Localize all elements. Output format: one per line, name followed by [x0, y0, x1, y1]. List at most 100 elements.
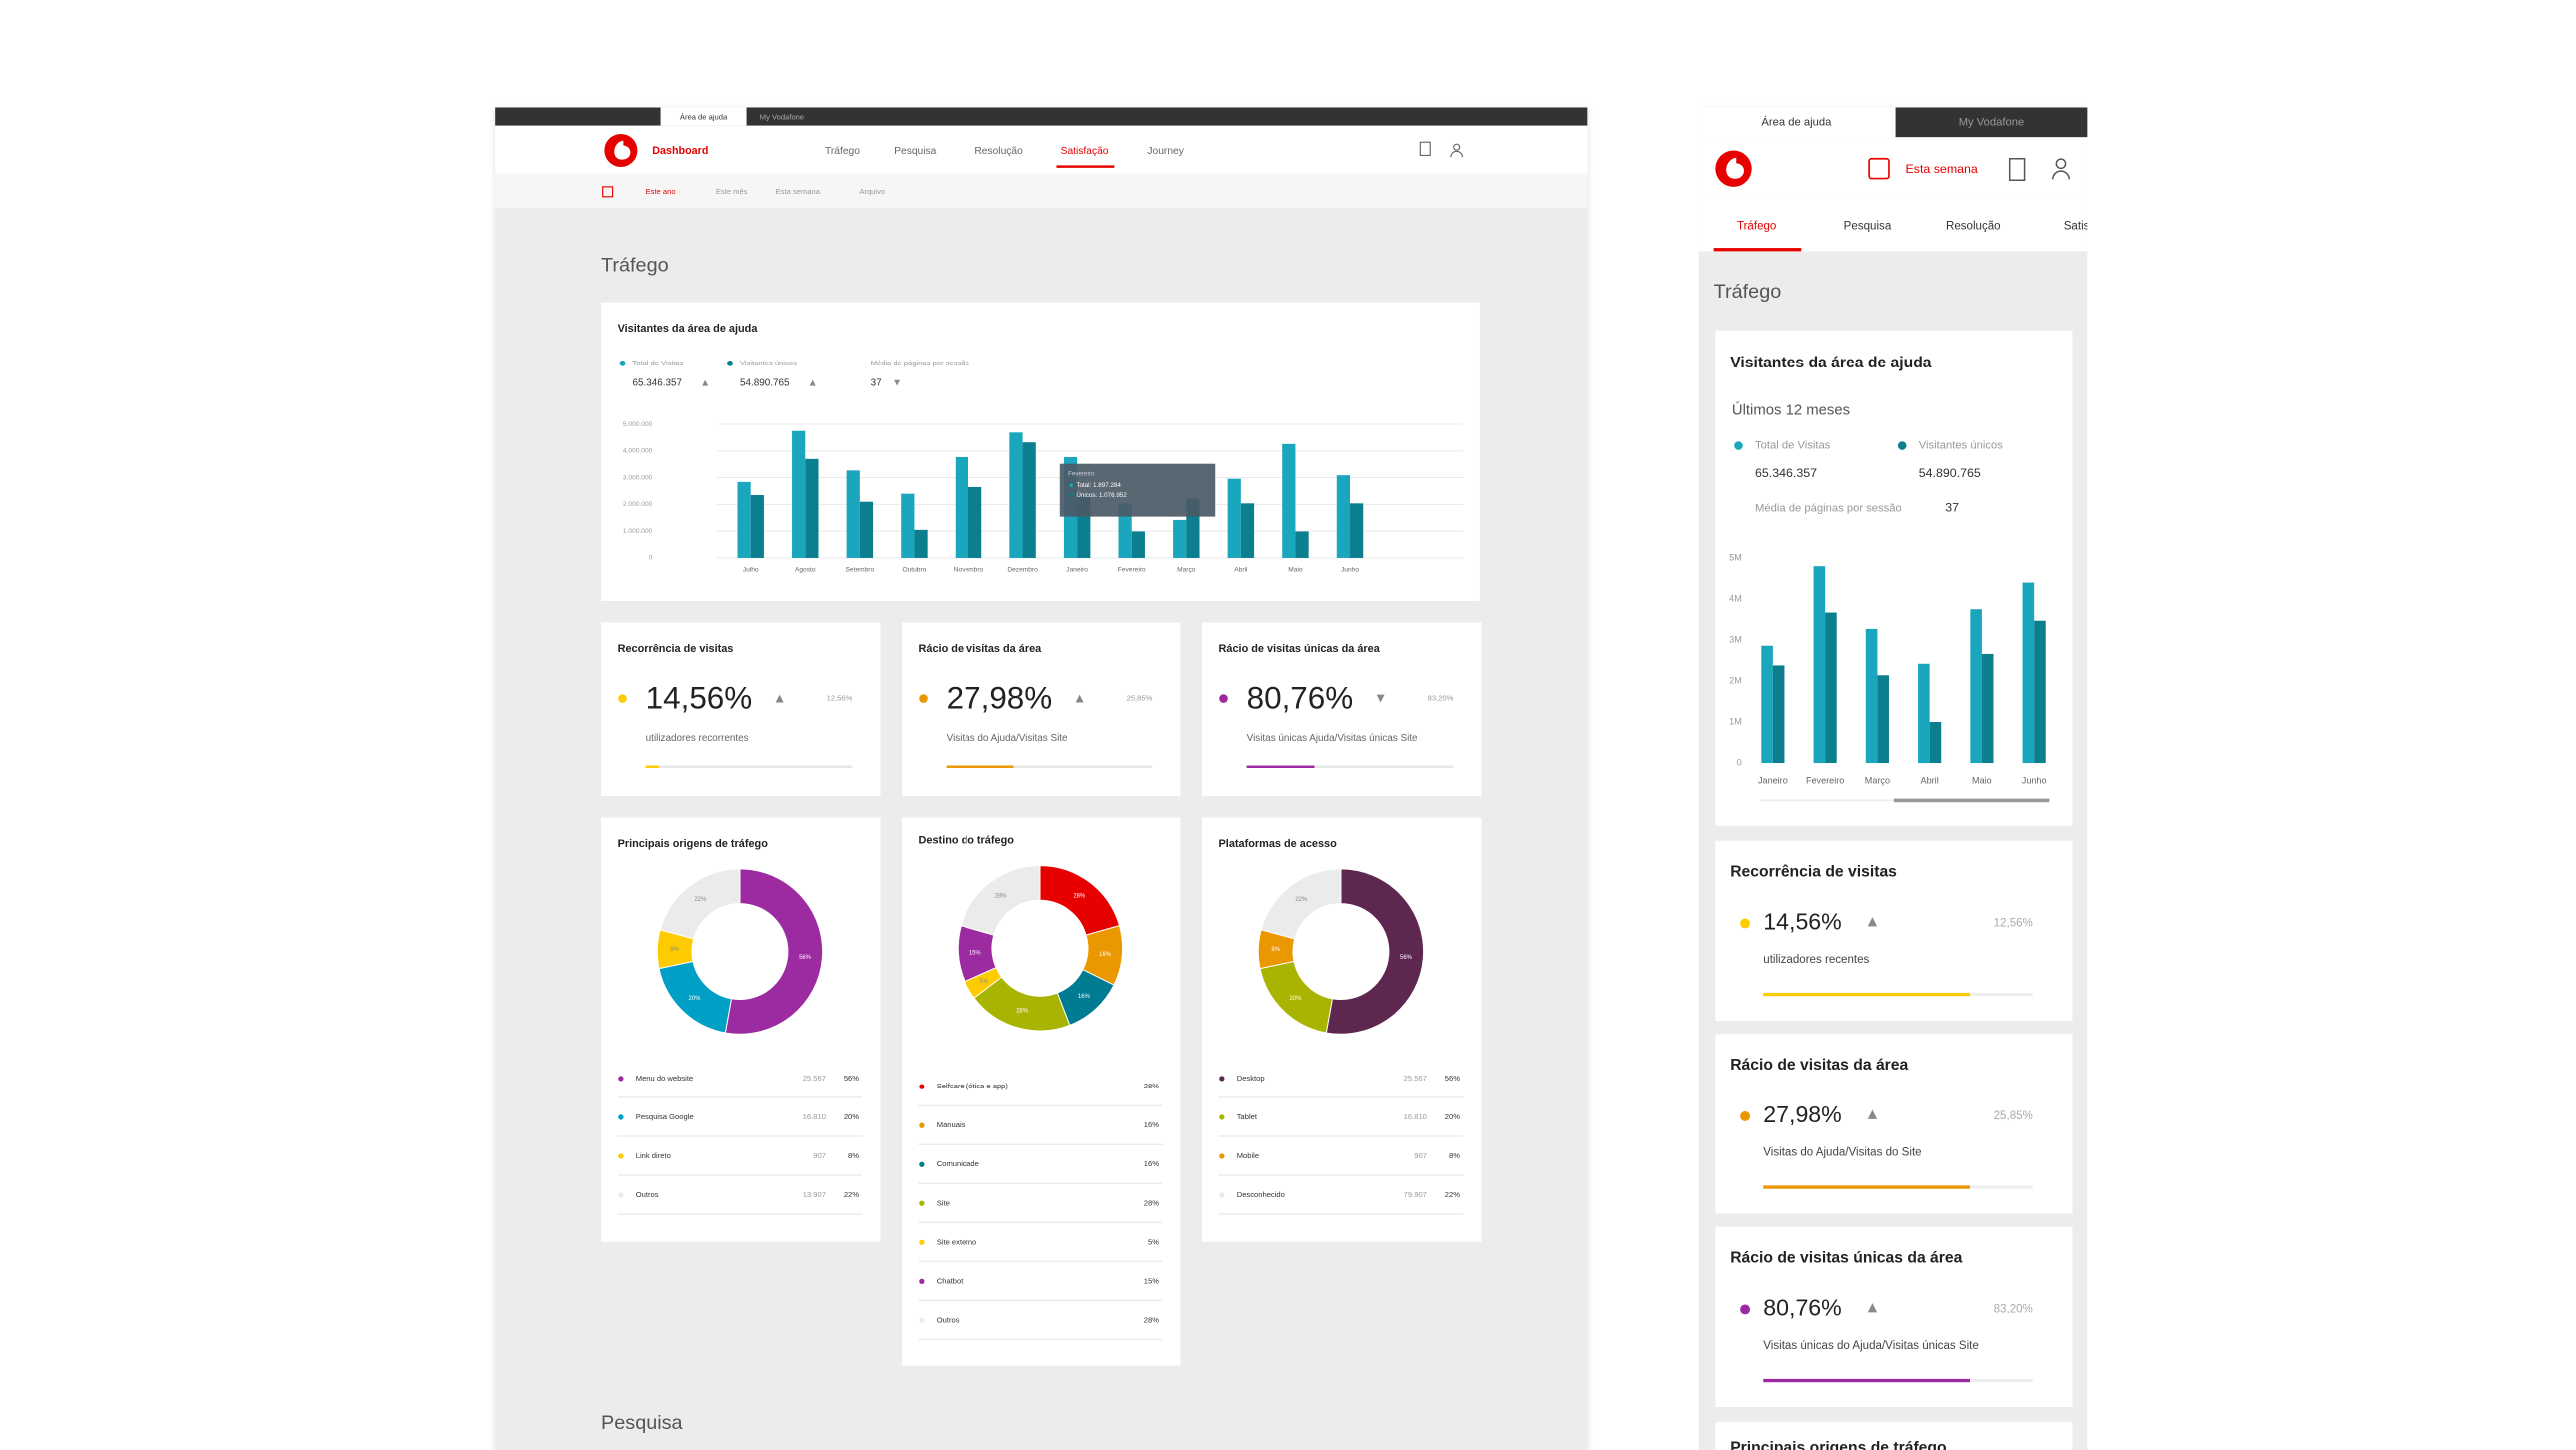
x-tick-label: Dezembro: [1007, 566, 1038, 573]
donut-slice: [724, 868, 824, 1035]
x-tick-label: Julho: [743, 566, 759, 573]
bar: [1929, 722, 1942, 764]
tab[interactable]: Área de ajuda: [1761, 115, 1832, 128]
kpi-compare: 25,85%: [1127, 694, 1153, 703]
legend-count: 907: [813, 1151, 826, 1160]
subnav-item[interactable]: Este mês: [716, 187, 748, 196]
legend-percent: 28%: [1144, 1198, 1159, 1207]
bar: [1970, 609, 1982, 764]
stat-value: 54.890.765: [1919, 466, 1981, 480]
tooltip-dot: [1069, 493, 1074, 497]
nav-item[interactable]: Satisfação: [2064, 221, 2118, 233]
kpi-card: [1715, 1226, 2073, 1408]
legend-dot: [618, 1114, 624, 1120]
legend-dot: [919, 1161, 925, 1167]
bar: [1761, 645, 1773, 764]
period-picker[interactable]: Esta semana: [1906, 162, 1978, 176]
kpi-compare: 25,85%: [1994, 1110, 2033, 1122]
nav-item[interactable]: Tráfego: [1737, 221, 1776, 233]
tooltip-dot: [1069, 483, 1074, 487]
y-tick-label: 0: [649, 555, 653, 562]
kpi-desc: Visitas únicas do Ajuda/Visitas únicas S…: [1763, 1340, 1979, 1352]
card-title: Plataformas de acesso: [1219, 838, 1338, 850]
subnav-item[interactable]: Este ano: [646, 187, 676, 196]
tab[interactable]: Área de ajuda: [680, 112, 728, 121]
stat-value: 65.346.357: [1755, 466, 1817, 480]
subnav-item[interactable]: Arquivo: [859, 187, 885, 196]
trend-icon: [1376, 694, 1385, 703]
kpi-dot: [1740, 1110, 1751, 1121]
legend-dot: [919, 1239, 925, 1245]
slice-label: 56%: [1400, 955, 1413, 961]
legend-label: Selfcare (ótica e app): [937, 1082, 1009, 1090]
legend-dot: [919, 1278, 925, 1284]
legend-percent: 16%: [1144, 1159, 1159, 1168]
slice-label: 16%: [1078, 994, 1091, 1000]
stat-value: 37: [1945, 501, 1959, 515]
card-title: Destino do tráfego: [919, 835, 1015, 847]
trend-icon: [702, 379, 709, 386]
kpi-title: Rácio de visitas únicas da área: [1219, 643, 1381, 655]
progress-fill: [1763, 1185, 1971, 1189]
legend-dot: [919, 1200, 925, 1206]
nav-item[interactable]: Resolução: [974, 146, 1023, 157]
nav-item[interactable]: Satisfação: [1061, 146, 1109, 157]
kpi-value: 80,76%: [1247, 680, 1354, 715]
legend-count: 25.567: [803, 1074, 826, 1083]
x-tick-label: Junho: [2022, 776, 2047, 786]
nav-item[interactable]: Pesquisa: [1844, 221, 1892, 233]
tab[interactable]: My Vodafone: [1959, 116, 2025, 128]
tab[interactable]: My Vodafone: [760, 112, 804, 121]
kpi-desc: utilizadores recentes: [1763, 954, 1869, 966]
y-tick-label: 1.000.000: [623, 528, 653, 535]
slice-label: 8%: [1271, 947, 1280, 953]
nav-item[interactable]: Journey: [1147, 146, 1184, 157]
bar: [901, 493, 915, 558]
legend-label: Pesquisa Google: [636, 1112, 694, 1121]
legend-label: Link direto: [636, 1151, 671, 1160]
bar: [859, 501, 874, 558]
nav-item[interactable]: Pesquisa: [894, 146, 936, 157]
kpi-value: 27,98%: [1763, 1101, 1841, 1127]
y-tick-label: 2.000.000: [623, 501, 653, 508]
bar: [846, 470, 860, 558]
user-icon-body: [1450, 150, 1464, 158]
bar: [1131, 531, 1145, 558]
card-title: Principais origens de tráfego: [1730, 1440, 1946, 1450]
doc-icon: [2008, 158, 2026, 182]
kpi-value: 80,76%: [1763, 1295, 1841, 1321]
legend-label: Desktop: [1237, 1074, 1265, 1083]
bar: [1772, 665, 1785, 764]
nav-item[interactable]: Resolução: [1946, 221, 2001, 233]
tooltip: [1059, 463, 1216, 517]
slice-label: 22%: [1295, 897, 1308, 903]
legend-count: 16.810: [1404, 1112, 1427, 1121]
stat-value: 54.890.765: [740, 377, 790, 388]
kpi-compare: 12,56%: [827, 694, 853, 703]
doc-icon[interactable]: [1419, 141, 1431, 157]
x-tick-label: Abril: [1234, 566, 1248, 573]
nav-item[interactable]: Tráfego: [825, 146, 860, 157]
card-title: Visitantes da área de ajuda: [1730, 355, 1932, 371]
kpi-dot: [919, 694, 928, 703]
card-title: Principais origens de tráfego: [618, 838, 769, 850]
scroll-thumb: [1893, 798, 2050, 803]
card: [1715, 1421, 2073, 1450]
legend-label: Menu do website: [636, 1074, 693, 1083]
legend-dot: [919, 1317, 925, 1323]
y-tick-label: 3.000.000: [623, 474, 653, 481]
trend-icon: [809, 379, 816, 386]
legend-label: Tablet: [1237, 1112, 1258, 1121]
legend-label: Site: [937, 1198, 950, 1207]
donut-slice: [1325, 868, 1425, 1035]
trend-icon: [894, 379, 901, 386]
legend-percent: 20%: [1445, 1112, 1460, 1121]
legend-percent: 8%: [848, 1151, 859, 1160]
slice-label: 56%: [799, 955, 812, 961]
bar: [1350, 503, 1364, 558]
bar: [1865, 628, 1878, 764]
subnav-item[interactable]: Esta semana: [776, 187, 821, 196]
nav-underline: [1713, 248, 1802, 252]
tooltip-line: Total: 1.897.284: [1076, 482, 1121, 489]
